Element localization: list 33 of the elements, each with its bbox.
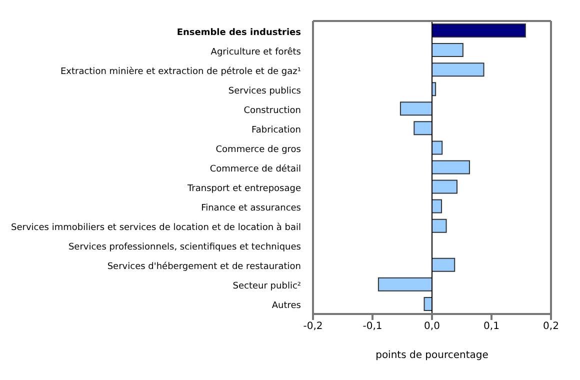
- x-axis-title: points de pourcentage: [376, 350, 488, 361]
- bar: [432, 24, 526, 38]
- y-tick-label: Extraction minière et extraction de pétrole et de gaz¹: [60, 66, 302, 77]
- y-tick-label: Commerce de détail: [210, 164, 301, 174]
- y-tick-label: Agriculture et forêts: [210, 46, 302, 58]
- bar: [378, 277, 432, 292]
- y-tick-label: Transport et entreposage: [186, 184, 302, 194]
- y-tick-label: Ensemble des industries: [176, 28, 301, 38]
- bar: [432, 43, 464, 58]
- bar: [432, 140, 443, 155]
- bar: [432, 62, 484, 77]
- bar: [432, 218, 447, 233]
- y-tick-label: Secteur public²: [232, 282, 302, 292]
- x-tick-label: -0,1: [362, 321, 382, 332]
- bar: [432, 180, 458, 194]
- bar: [432, 258, 456, 272]
- y-tick-label: Construction: [244, 106, 301, 116]
- bar: [400, 102, 432, 116]
- y-tick-label: Services publics: [228, 86, 302, 96]
- x-tick-label: 0,0: [424, 321, 440, 332]
- bar: [414, 121, 432, 136]
- x-tick-label: -0,2: [303, 321, 323, 332]
- y-tick-label: Fabrication: [252, 125, 301, 136]
- bar: [432, 199, 442, 214]
- y-tick-label: Autres: [272, 301, 302, 312]
- y-tick-label: Commerce de gros: [216, 144, 302, 155]
- y-tick-label: Finance et assurances: [201, 204, 302, 214]
- y-tick-label: Services immobiliers et services de location et de location à bail: [11, 222, 301, 234]
- y-tick-label: Services d'hébergement et de restauration: [107, 261, 301, 272]
- x-tick-label: 0,1: [484, 321, 500, 332]
- bar: [432, 160, 470, 174]
- y-tick-label: Services professionnels, scientifiques et techniques: [68, 242, 302, 253]
- x-tick-label: 0,2: [543, 321, 559, 332]
